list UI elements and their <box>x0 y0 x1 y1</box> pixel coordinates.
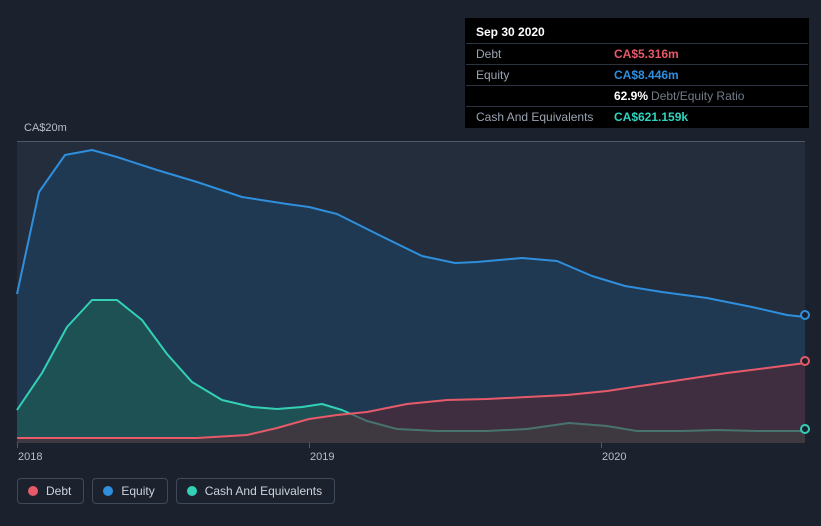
tooltip-debt-value: CA$5.316m <box>604 44 808 65</box>
tooltip-ratio-value: 62.9%Debt/Equity Ratio <box>604 86 808 107</box>
plot-svg <box>17 142 805 443</box>
plot-area[interactable] <box>17 141 805 442</box>
legend-label: Equity <box>121 484 154 498</box>
legend-item-equity[interactable]: Equity <box>92 478 167 504</box>
x-tick <box>309 442 310 448</box>
legend-label: Cash And Equivalents <box>205 484 322 498</box>
x-tick <box>601 442 602 448</box>
legend-item-debt[interactable]: Debt <box>17 478 84 504</box>
tooltip-date: Sep 30 2020 <box>466 19 808 43</box>
chart-container: { "tooltip": { "date": "Sep 30 2020", "r… <box>0 0 821 526</box>
legend-item-cash[interactable]: Cash And Equivalents <box>176 478 335 504</box>
tooltip-cash-value: CA$621.159k <box>604 107 808 128</box>
tooltip-table: Debt CA$5.316m Equity CA$8.446m 62.9%Deb… <box>466 43 808 127</box>
tooltip-panel: Sep 30 2020 Debt CA$5.316m Equity CA$8.4… <box>465 18 809 128</box>
circle-icon <box>103 486 113 496</box>
tooltip-cash-label: Cash And Equivalents <box>466 107 604 128</box>
tooltip-ratio-suffix: Debt/Equity Ratio <box>651 89 744 103</box>
circle-icon <box>187 486 197 496</box>
tooltip-ratio-pct: 62.9% <box>614 89 648 103</box>
series-endcap-icon <box>800 310 810 320</box>
tooltip-equity-label: Equity <box>466 65 604 86</box>
circle-icon <box>28 486 38 496</box>
tooltip-equity-value: CA$8.446m <box>604 65 808 86</box>
legend-label: Debt <box>46 484 71 498</box>
x-axis-label-2019: 2019 <box>310 451 334 463</box>
x-axis-label-2018: 2018 <box>18 451 42 463</box>
series-endcap-icon <box>800 424 810 434</box>
tooltip-ratio-label <box>466 86 604 107</box>
y-axis-label-max: CA$20m <box>24 122 67 134</box>
x-tick <box>17 442 18 448</box>
series-endcap-icon <box>800 356 810 366</box>
tooltip-debt-label: Debt <box>466 44 604 65</box>
x-axis-label-2020: 2020 <box>602 451 626 463</box>
legend: Debt Equity Cash And Equivalents <box>17 478 335 504</box>
